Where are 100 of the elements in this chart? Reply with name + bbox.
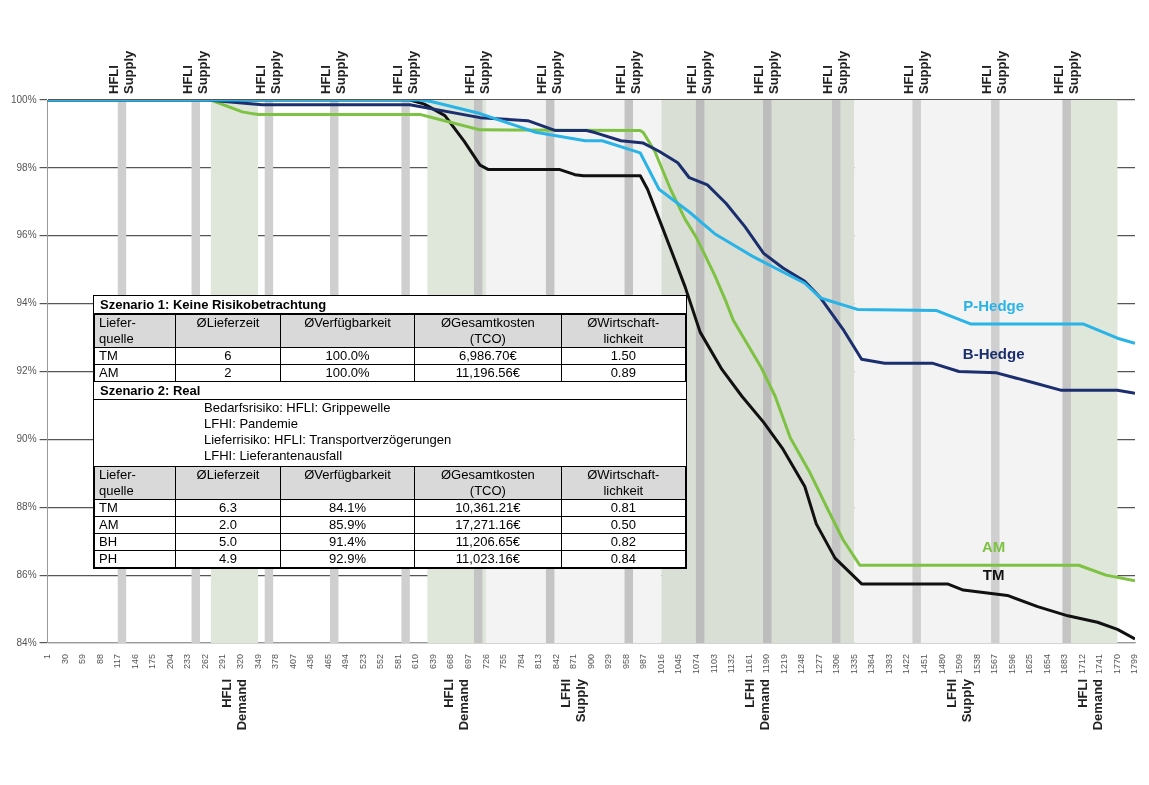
x-tick-label: 1277: [813, 653, 824, 675]
category-label: AM: [99, 517, 119, 532]
x-tick-label: 755: [498, 653, 509, 670]
text: 0.81: [610, 500, 636, 515]
x-tick-label: 465: [322, 653, 333, 670]
x-tick-label: 436: [305, 653, 316, 670]
text: 0.82: [610, 534, 636, 549]
x-tick-label: 1132: [726, 653, 737, 674]
x-tick-label: 1335: [848, 653, 859, 675]
x-tick-label: 1683: [1059, 653, 1070, 675]
text: 0.89: [610, 365, 636, 380]
x-tick-label: 987: [638, 653, 649, 670]
text: 92.9%: [329, 551, 366, 566]
x-tick-label: 320: [234, 653, 245, 670]
x-tick-label: 1190: [761, 653, 772, 674]
band-label: HFLI Supply: [534, 49, 565, 94]
x-tick-label: 1248: [796, 653, 807, 675]
text: 11,196.56€: [455, 365, 520, 380]
category-label: PH: [99, 551, 118, 566]
y-tick-label: 94%: [16, 297, 37, 309]
category-label: ØVerfügbarkeit: [280, 466, 415, 500]
category-label: Liefer- quelle: [94, 314, 176, 348]
x-tick-label: 59: [77, 653, 88, 664]
x-tick-label: 233: [182, 653, 193, 670]
x-tick-label: 1741: [1094, 653, 1105, 675]
x-tick-label: 929: [603, 653, 614, 670]
text: 100.0%: [325, 348, 370, 363]
x-tick-label: 1799: [1129, 653, 1140, 675]
x-tick-label: 1509: [954, 653, 965, 675]
category-label: ØLieferzeit: [175, 466, 281, 500]
x-tick-label: 1364: [866, 653, 877, 675]
annotation: Lieferrisiko: HFLI: Transportverzögerungen: [204, 432, 453, 448]
series-label: P-Hedge: [963, 296, 1025, 314]
x-tick-label: 407: [287, 653, 298, 670]
text: 11,206.65€: [455, 534, 520, 549]
x-tick-label: 552: [375, 653, 386, 670]
band-label: HFLI Demand: [1075, 678, 1106, 731]
x-tick-label: 1103: [708, 653, 719, 674]
x-tick-label: 1306: [831, 653, 842, 675]
text: Szenario 2: Real: [94, 382, 686, 400]
x-tick-label: 639: [427, 653, 438, 670]
text: 2: [224, 365, 232, 380]
text: 4.9: [218, 551, 238, 566]
y-tick-label: 86%: [16, 568, 37, 580]
y-tick-label: 90%: [16, 433, 37, 445]
x-tick-label: 581: [392, 653, 403, 670]
y-tick-label: 98%: [16, 161, 37, 173]
x-tick-label: 842: [550, 653, 561, 670]
y-tick-label: 92%: [16, 365, 37, 377]
x-tick-label: 1393: [883, 653, 894, 675]
x-tick-label: 871: [568, 653, 579, 670]
band-label: LFHI Demand: [741, 678, 772, 731]
band-label: HFLI Supply: [462, 49, 493, 94]
category-label: BH: [99, 534, 118, 549]
x-tick-label: 1654: [1041, 653, 1052, 675]
x-tick-label: 1451: [919, 653, 930, 675]
band-label: HFLI Supply: [179, 49, 210, 94]
x-tick-label: 1422: [901, 653, 912, 675]
x-tick-label: 1596: [1006, 653, 1017, 675]
x-tick-label: 494: [340, 653, 351, 670]
x-tick-label: 146: [129, 653, 140, 670]
x-tick-label: 726: [480, 653, 491, 670]
text: 6,986.70€: [458, 348, 517, 363]
category-label: ØWirtschaft- lichkeit: [561, 466, 686, 500]
x-tick-label: 1625: [1024, 653, 1035, 675]
category-label: TM: [99, 348, 118, 363]
x-tick-label: 88: [94, 653, 105, 664]
band-label: HFLI Demand: [440, 678, 471, 731]
band-label: LFHI Supply: [557, 678, 588, 723]
band-label: HFLI Supply: [106, 49, 137, 94]
band-label: HFLI Supply: [1050, 49, 1081, 94]
x-tick-label: 1770: [1111, 653, 1122, 675]
text: 85.9%: [329, 517, 366, 532]
text: 0.84: [610, 551, 636, 566]
text: 1.50: [610, 348, 636, 363]
series-label: B-Hedge: [962, 345, 1025, 363]
x-tick-label: 1: [42, 653, 53, 659]
y-tick-label: 100%: [11, 93, 37, 105]
text: 11,023.16€: [455, 551, 520, 566]
category-label: Liefer- quelle: [94, 466, 176, 500]
x-tick-label: 204: [164, 653, 175, 670]
band-label: HFLI Supply: [820, 49, 851, 94]
band-label: HFLI Supply: [318, 49, 349, 94]
annotation: Bedarfsrisiko: HFLI: Grippewelle: [204, 400, 392, 416]
band-label: HFLI Supply: [253, 49, 284, 94]
x-tick-label: 1016: [655, 653, 666, 675]
x-tick-label: 1045: [673, 653, 684, 675]
text: 10,361.21€: [455, 500, 521, 515]
category-label: ØGesamtkosten (TCO): [414, 314, 562, 348]
y-tick-label: 96%: [16, 229, 37, 241]
text: 100.0%: [325, 365, 370, 380]
text: 17,271.16€: [455, 517, 521, 532]
x-tick-label: 291: [217, 653, 228, 670]
annotation: LFHI: Lieferantenausfall: [204, 448, 344, 464]
text: 5.0: [218, 534, 238, 549]
y-tick-label: 88%: [16, 500, 37, 512]
x-tick-label: 1567: [989, 653, 1000, 675]
text: 6.3: [218, 500, 238, 515]
y-tick-label: 84%: [16, 636, 37, 648]
text: 2.0: [218, 517, 238, 532]
